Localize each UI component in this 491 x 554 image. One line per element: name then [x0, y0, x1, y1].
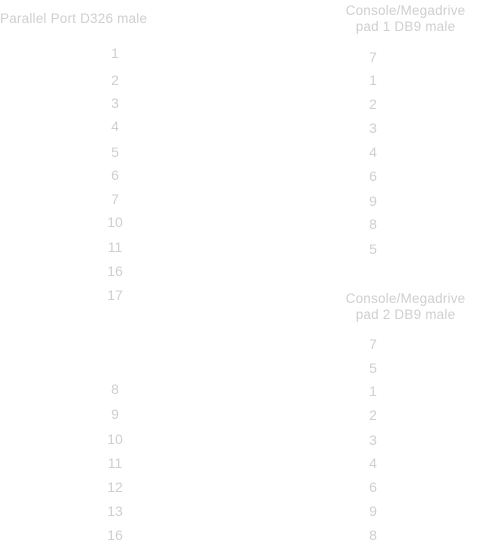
pad2-pin: 2	[369, 407, 377, 423]
parallel-pin: 11	[107, 239, 123, 255]
parallel-pin: 7	[111, 191, 119, 207]
pad1-pin: 2	[369, 96, 377, 112]
parallel-pin: 1	[111, 45, 119, 61]
parallel-pin: 4	[111, 118, 119, 134]
parallel-pin: 2	[111, 72, 119, 88]
parallel-pin: 6	[111, 167, 119, 183]
pad2-pin: 5	[369, 360, 377, 376]
pad1-header-line2: pad 1 DB9 male	[355, 19, 456, 34]
pad2-pin: 4	[369, 455, 377, 471]
pad2-header: Console/Megadrive pad 2 DB9 male	[320, 291, 491, 323]
parallel-pin: 8	[111, 381, 119, 397]
parallel-pin: 5	[111, 144, 119, 160]
pad2-pin: 7	[369, 336, 377, 352]
pad1-pin: 5	[369, 241, 377, 257]
parallel-pin: 16	[107, 527, 123, 543]
pad1-pin: 8	[369, 216, 377, 232]
pad2-pin: 6	[369, 479, 377, 495]
pad2-pin: 9	[369, 503, 377, 519]
pad2-header-line1: Console/Megadrive	[345, 291, 466, 306]
parallel-pin: 17	[107, 287, 123, 303]
parallel-pin: 11	[107, 455, 123, 471]
pad1-pin: 3	[369, 120, 377, 136]
parallel-pin: 16	[107, 263, 123, 279]
pad2-pin: 3	[369, 432, 377, 448]
pad1-pin: 1	[369, 72, 377, 88]
pad1-pin: 4	[369, 144, 377, 160]
pad1-pin: 9	[369, 193, 377, 209]
pad2-header-line2: pad 2 DB9 male	[355, 307, 456, 322]
parallel-pin: 12	[107, 479, 123, 495]
parallel-pin: 9	[111, 406, 119, 422]
parallel-port-header: Parallel Port D326 male	[0, 11, 148, 26]
pad2-pin: 1	[369, 383, 377, 399]
parallel-pin: 10	[107, 431, 123, 447]
pad1-header-line1: Console/Megadrive	[345, 3, 466, 18]
parallel-pin: 3	[111, 95, 119, 111]
pad1-header: Console/Megadrive pad 1 DB9 male	[320, 3, 491, 35]
pad1-pin: 6	[369, 168, 377, 184]
parallel-pin: 10	[107, 214, 123, 230]
pad1-pin: 7	[369, 49, 377, 65]
pad2-pin: 8	[369, 527, 377, 543]
parallel-pin: 13	[107, 503, 123, 519]
